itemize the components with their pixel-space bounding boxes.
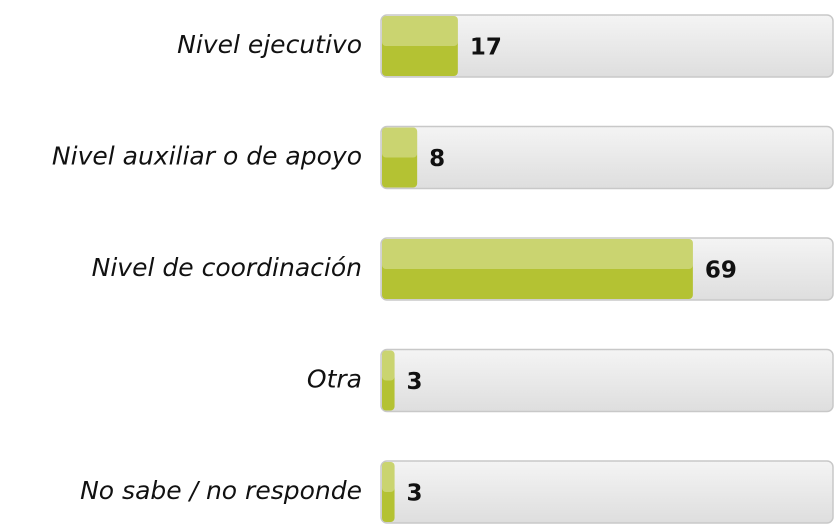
- bar-bottom: [382, 127, 418, 188]
- bar-bottom: [382, 462, 395, 522]
- bar-bottom: [382, 16, 458, 76]
- bar-top: [382, 127, 418, 158]
- value-label: 3: [407, 481, 423, 507]
- value-label: 17: [470, 35, 502, 61]
- bar-top: [382, 462, 395, 492]
- bar: [382, 127, 418, 188]
- bar-top: [382, 16, 458, 46]
- category-label: No sabe / no responde: [80, 476, 362, 505]
- bar-track: [380, 348, 834, 413]
- category-label: Nivel de coordinación: [92, 253, 362, 282]
- category-label: Nivel auxiliar o de apoyo: [52, 142, 362, 171]
- bar-top: [382, 350, 395, 381]
- value-label: 69: [705, 258, 737, 284]
- bar: [382, 239, 693, 299]
- bar-track: [380, 14, 834, 78]
- value-label: 3: [407, 369, 423, 395]
- bar: [382, 462, 395, 522]
- bar-track: [380, 460, 834, 524]
- category-label: Otra: [307, 365, 362, 394]
- bar: [382, 350, 395, 411]
- bar: [382, 16, 458, 76]
- bar-bottom: [382, 239, 693, 299]
- category-label: Nivel ejecutivo: [177, 30, 362, 59]
- bar-track: [380, 125, 834, 190]
- bar-top: [382, 239, 693, 269]
- value-label: 8: [429, 146, 445, 172]
- bar-bottom: [382, 350, 395, 411]
